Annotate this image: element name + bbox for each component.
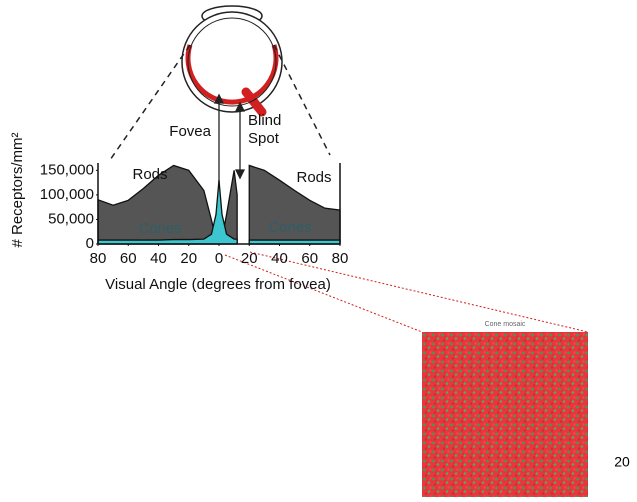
- y-axis-label: # Receptors/mm²: [9, 132, 26, 247]
- slide: Cone mosaic 20 # Receptors/mm² Visual An…: [0, 0, 637, 502]
- mosaic-caption: Cone mosaic: [485, 321, 526, 328]
- fovea-label: Fovea: [169, 123, 211, 140]
- series-label: Cones: [268, 219, 311, 236]
- x-tick-label: 40: [150, 250, 167, 267]
- page-number: 20: [614, 454, 630, 470]
- series-label: Rods: [132, 166, 167, 183]
- chart: Cone mosaic 20 # Receptors/mm² Visual An…: [0, 0, 637, 502]
- y-tick-label: 150,000: [40, 161, 94, 178]
- x-tick-label: 0: [215, 250, 223, 267]
- y-tick-label: 100,000: [40, 186, 94, 203]
- y-tick-label: 50,000: [48, 210, 94, 227]
- series-label: Cones: [138, 220, 181, 237]
- x-axis-label: Visual Angle (degrees from fovea): [105, 276, 331, 293]
- x-tick-label: 60: [301, 250, 318, 267]
- x-tick-label: 80: [90, 250, 107, 267]
- x-tick-label: 80: [332, 250, 349, 267]
- x-tick-label: 40: [271, 250, 288, 267]
- cone-mosaic: [422, 332, 588, 497]
- blind-spot-label: Blind Spot: [248, 112, 288, 148]
- x-tick-label: 60: [120, 250, 137, 267]
- x-tick-label: 20: [180, 250, 197, 267]
- eye-diagram: [182, 6, 282, 112]
- series-label: Rods: [296, 169, 331, 186]
- x-tick-label: 20: [241, 250, 258, 267]
